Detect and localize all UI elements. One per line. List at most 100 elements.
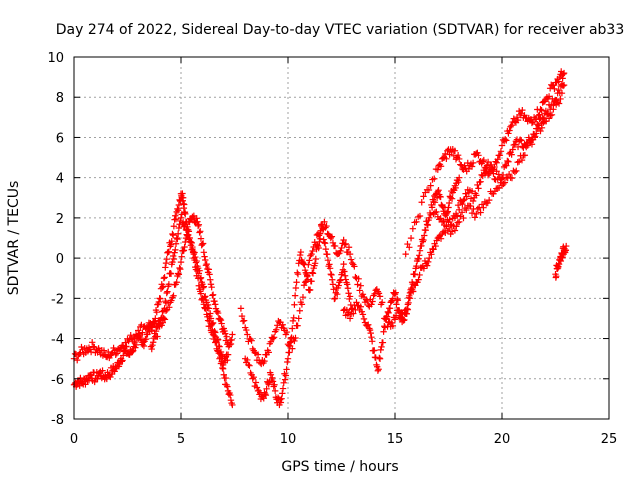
- data-point: [285, 342, 293, 349]
- data-point: [497, 148, 505, 155]
- x-tick-label: 5: [177, 432, 185, 447]
- data-point: [143, 324, 150, 331]
- data-point: [249, 375, 256, 382]
- data-point: [172, 246, 179, 254]
- data-point: [423, 262, 431, 269]
- data-point: [269, 335, 277, 342]
- data-point: [218, 320, 225, 327]
- data-point: [327, 271, 334, 278]
- data-point: [460, 214, 467, 222]
- data-point: [157, 295, 164, 302]
- data-point: [484, 199, 491, 207]
- data-point: [388, 319, 395, 326]
- data-point: [437, 163, 445, 170]
- data-point: [557, 95, 564, 103]
- data-point: [199, 284, 207, 291]
- data-point: [479, 158, 486, 165]
- data-point: [322, 224, 329, 231]
- data-point: [162, 264, 169, 271]
- data-point: [174, 270, 182, 277]
- data-point: [418, 242, 425, 250]
- data-point: [391, 316, 399, 323]
- data-point: [177, 258, 185, 266]
- data-point: [291, 337, 298, 345]
- data-point: [477, 209, 484, 216]
- data-point: [306, 257, 313, 264]
- data-point: [480, 204, 487, 211]
- data-point: [454, 152, 462, 159]
- data-point: [415, 276, 422, 283]
- data-point: [536, 111, 543, 118]
- data-point: [438, 218, 446, 226]
- data-point: [277, 399, 285, 406]
- axis-ticks: 0 5 10 15 20 25 -8 -6 -4 -2 0 2 4 6 8 10: [47, 51, 617, 447]
- data-point: [462, 165, 469, 172]
- data-point: [174, 207, 182, 214]
- data-point: [283, 366, 290, 373]
- data-point: [508, 151, 515, 158]
- data-point: [132, 341, 140, 349]
- data-point: [398, 313, 405, 321]
- data-point: [491, 163, 498, 171]
- data-point: [168, 238, 175, 245]
- data-point: [349, 259, 356, 267]
- data-point: [457, 161, 464, 168]
- data-point: [292, 284, 300, 292]
- data-point: [451, 227, 459, 234]
- data-point: [422, 227, 429, 234]
- data-point: [286, 349, 293, 356]
- data-point: [413, 262, 420, 270]
- data-point: [340, 260, 347, 268]
- data-point: [357, 282, 364, 289]
- data-point: [291, 301, 298, 308]
- data-point: [196, 229, 203, 236]
- data-point: [284, 355, 292, 362]
- data-points: [70, 68, 570, 409]
- data-point: [181, 201, 188, 208]
- data-point: [331, 295, 339, 302]
- data-point: [378, 299, 386, 306]
- x-tick-label: 0: [70, 432, 78, 447]
- data-point: [535, 112, 542, 119]
- data-point: [462, 190, 469, 197]
- data-point: [167, 270, 175, 277]
- data-point: [74, 378, 81, 386]
- data-point: [267, 338, 275, 345]
- data-point: [172, 240, 180, 247]
- data-point: [456, 155, 463, 163]
- data-point: [416, 247, 424, 254]
- data-point: [165, 281, 173, 288]
- data-point: [211, 297, 218, 305]
- data-point: [559, 82, 567, 90]
- data-point: [224, 351, 232, 358]
- data-point: [446, 199, 453, 207]
- data-point: [455, 178, 462, 186]
- data-point: [181, 243, 188, 251]
- data-point: [518, 137, 525, 144]
- data-point: [251, 349, 259, 356]
- data-point: [392, 289, 399, 296]
- data-point: [394, 297, 402, 304]
- data-point: [346, 315, 354, 322]
- data-point: [220, 371, 227, 378]
- data-point: [129, 348, 136, 355]
- data-point: [306, 286, 314, 294]
- data-point: [254, 351, 262, 358]
- data-point: [87, 372, 94, 379]
- data-point: [419, 238, 427, 245]
- data-point: [511, 118, 519, 125]
- data-point: [176, 264, 183, 272]
- data-point: [551, 85, 558, 93]
- data-point: [229, 331, 236, 338]
- data-point: [175, 271, 183, 278]
- data-point: [328, 233, 336, 240]
- data-point: [481, 198, 489, 205]
- x-tick-label: 15: [387, 432, 404, 447]
- data-point: [296, 251, 304, 259]
- data-point: [125, 350, 132, 357]
- data-point: [515, 158, 523, 165]
- data-point: [416, 212, 424, 220]
- data-point: [559, 253, 566, 261]
- data-point: [224, 383, 231, 390]
- data-point: [289, 317, 297, 325]
